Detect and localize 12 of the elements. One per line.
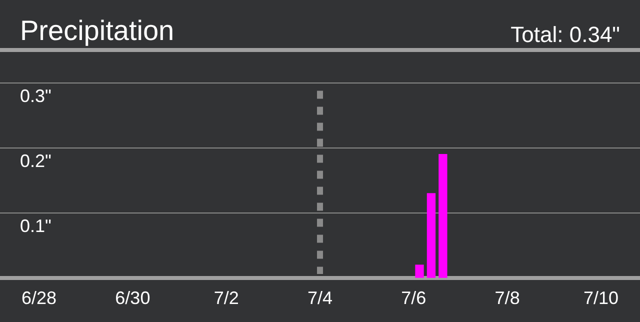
chart-title: Precipitation <box>20 15 174 47</box>
y-tick-label: 0.1" <box>20 216 52 236</box>
x-tick-label: 7/4 <box>307 288 333 308</box>
text: Total: 0.34" <box>510 22 620 48</box>
y-tick-label: 0.2" <box>20 150 52 171</box>
x-tick-label: 7/10 <box>583 288 618 308</box>
x-tick-label: 7/2 <box>214 288 239 308</box>
y-tick-label: 0.3" <box>20 86 52 106</box>
x-tick-label: 7/6 <box>401 288 426 308</box>
x-tick-label: 6/28 <box>22 288 57 308</box>
x-tick-label: 7/8 <box>494 288 520 308</box>
x-tick-label: 6/30 <box>115 288 150 308</box>
